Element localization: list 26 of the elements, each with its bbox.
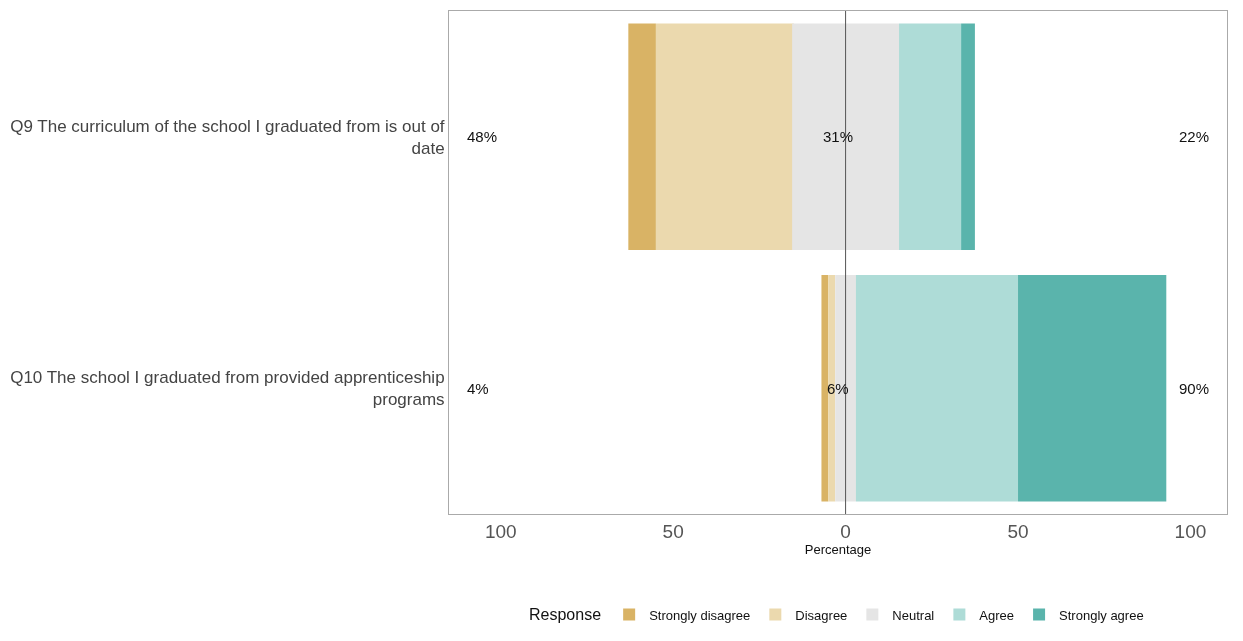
y-tick-label: Q9 The curriculum of the school I graduated from is out of date bbox=[10, 116, 445, 158]
legend-label: Agree bbox=[979, 607, 1015, 623]
annotation: 4% bbox=[467, 380, 489, 397]
bar bbox=[821, 275, 829, 502]
bar bbox=[899, 23, 962, 250]
legend-label: Strongly agree bbox=[1059, 607, 1144, 623]
bar bbox=[792, 23, 900, 250]
legend-label: Strongly disagree bbox=[649, 607, 751, 623]
x-tick-label: 0 bbox=[840, 520, 851, 542]
bar bbox=[961, 23, 975, 250]
x-tick-label: 100 bbox=[1174, 520, 1207, 542]
x-axis-title: Percentage bbox=[804, 542, 872, 558]
y-tick-label: Q10 The school I graduated from provided apprenticeship programs bbox=[10, 368, 445, 410]
x-tick-label: 50 bbox=[1007, 520, 1029, 542]
legend-label: Disagree bbox=[795, 607, 848, 623]
legend-label: Neutral bbox=[892, 607, 935, 623]
annotation: 48% bbox=[467, 128, 498, 145]
annotation: 90% bbox=[1179, 380, 1210, 397]
x-tick-label: 100 bbox=[484, 520, 517, 542]
x-tick-label: 50 bbox=[662, 520, 684, 542]
bar bbox=[855, 275, 1019, 502]
legend-title: Response bbox=[529, 606, 602, 624]
bar bbox=[628, 23, 656, 250]
bar bbox=[1018, 275, 1167, 502]
bar bbox=[655, 23, 794, 250]
annotation: 22% bbox=[1179, 128, 1210, 145]
